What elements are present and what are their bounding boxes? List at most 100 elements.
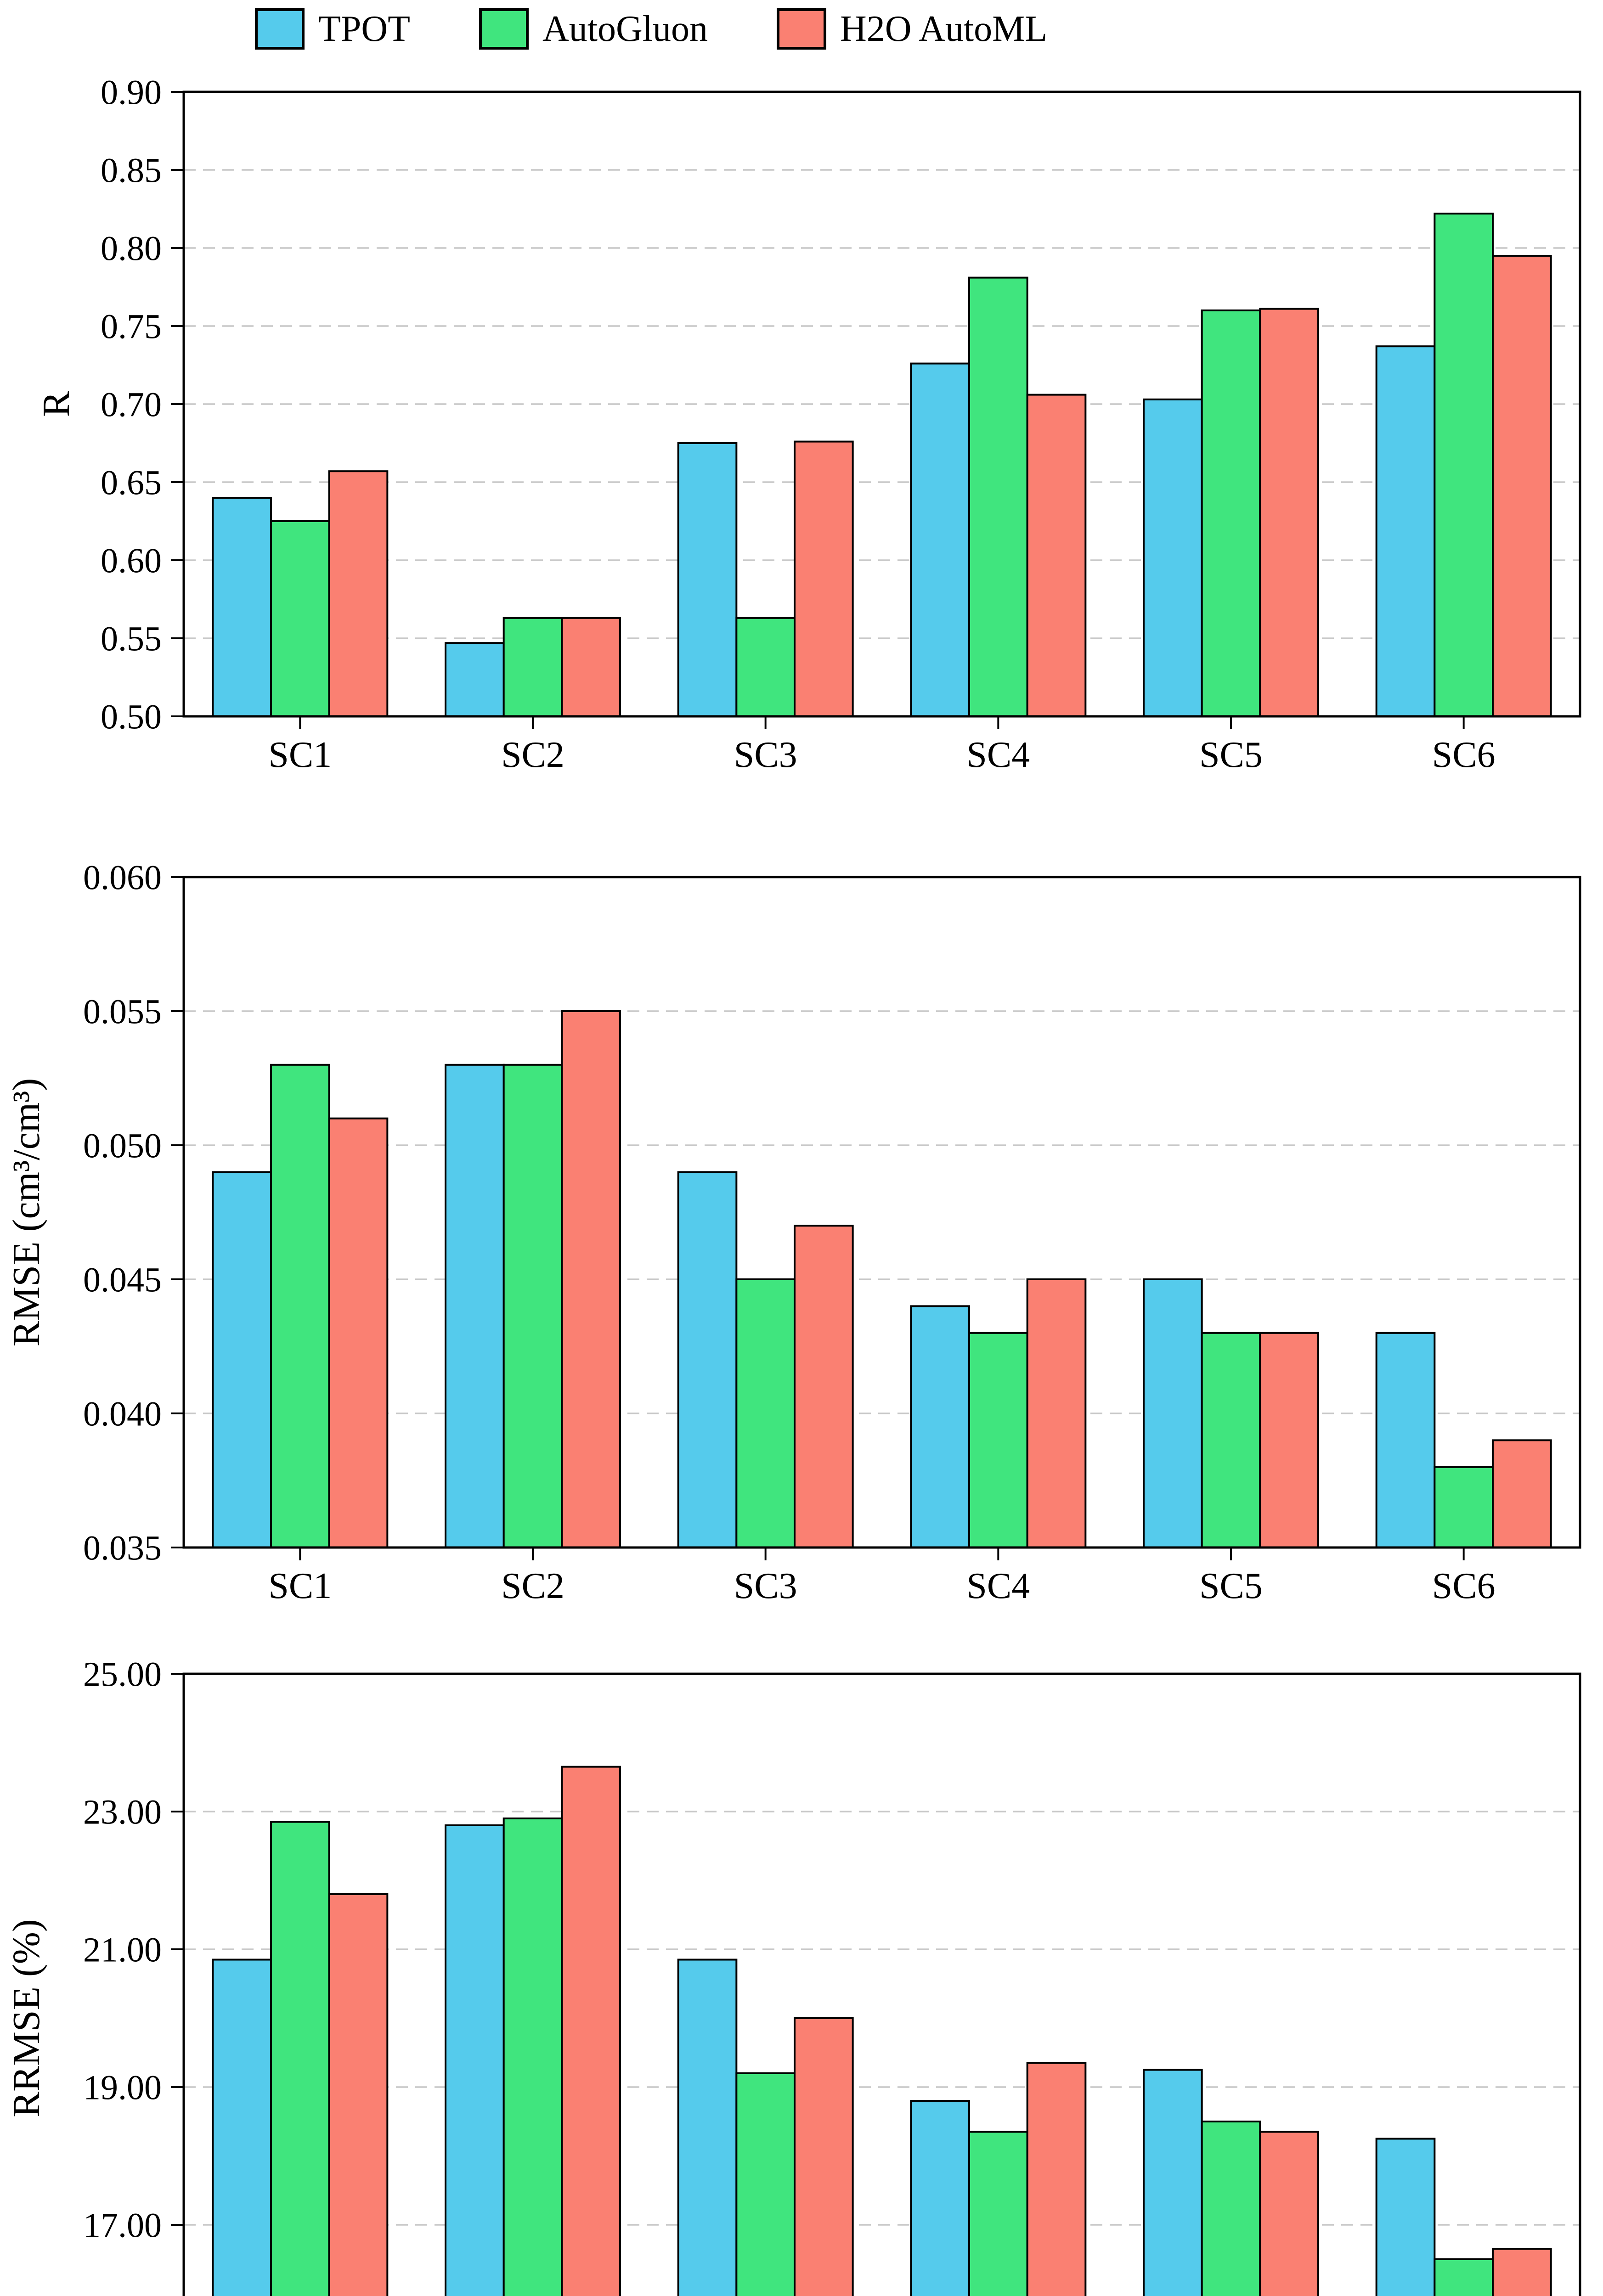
y-tick-label: 0.045 [83,1261,162,1300]
x-tick-label: SC1 [268,735,332,775]
bar-H2O AutoML-SC5 [1259,1332,1319,1549]
bar-AutoGluon-SC3 [735,2072,796,2296]
legend-label-tpot: TPOT [318,9,410,49]
legend-swatch-h2o-automl [777,8,826,50]
bar-H2O AutoML-SC6 [1492,2248,1552,2296]
y-tick-label: 0.70 [101,386,162,424]
y-axis-label: RMSE (cm³/cm³) [5,1078,48,1347]
bar-H2O AutoML-SC3 [794,2017,854,2296]
y-tick-label: 19.00 [83,2069,162,2107]
bar-AutoGluon-SC4 [968,1332,1028,1549]
y-tick-label: 0.60 [101,542,162,580]
x-tick-label: SC2 [501,1566,564,1603]
x-tick-label: SC1 [268,1566,332,1603]
bar-H2O AutoML-SC6 [1492,255,1552,717]
legend-item-h2o-automl: H2O AutoML [777,8,1047,50]
bar-H2O AutoML-SC2 [561,1010,621,1548]
bar-H2O AutoML-SC4 [1026,2062,1087,2296]
chart-rmse: SC1 SC2 SC3 SC4 SC5 SC6 0.060 0.055 0.050 0.045 0.… [0,794,1603,1603]
legend: TPOT AutoGluon H2O AutoML [255,8,1116,50]
plot-border [182,90,1581,718]
bar-TPOT-SC2 [445,642,505,717]
x-tick-label: SC6 [1432,1566,1496,1603]
chart-canvas: SC1 SC2 SC3 SC4 SC5 SC6 0.060 0.055 0.050 0.045 0.… [5,859,1581,1603]
x-tick-label: SC2 [501,735,564,775]
bar-TPOT-SC5 [1143,2069,1203,2296]
bar-TPOT-SC1 [212,1171,272,1548]
chart-canvas: SC1 SC2 SC3 SC4 SC5 SC6 0.90 0.85 0.80 0.75 0.70 0.… [35,73,1581,775]
y-tick-label: 17.00 [83,2206,162,2245]
bar-AutoGluon-SC6 [1434,213,1494,718]
x-tick-label: SC4 [966,1566,1030,1603]
x-tick-label: SC5 [1199,1566,1263,1603]
bar-AutoGluon-SC1 [270,1064,330,1548]
legend-swatch-tpot [255,8,305,50]
x-tick-label: SC5 [1199,735,1263,775]
bar-AutoGluon-SC3 [735,1278,796,1548]
x-tick-label: SC3 [734,735,797,775]
bar-AutoGluon-SC1 [270,1821,330,2296]
y-tick-label: 0.040 [83,1395,162,1434]
y-tick-label: 0.55 [101,620,162,658]
y-tick-label: 0.055 [83,993,162,1031]
bar-TPOT-SC6 [1375,2138,1436,2296]
bar-AutoGluon-SC2 [502,1818,563,2296]
y-tick-label: 21.00 [83,1931,162,1970]
bar-AutoGluon-SC5 [1201,1332,1261,1549]
legend-item-autogluon: AutoGluon [479,8,708,50]
bar-H2O AutoML-SC5 [1259,2131,1319,2296]
legend-label-h2o-automl: H2O AutoML [840,9,1048,49]
bar-TPOT-SC5 [1143,1278,1203,1548]
chart-r: SC1 SC2 SC3 SC4 SC5 SC6 0.90 0.85 0.80 0.75 0.70 0.… [0,0,1603,794]
bar-TPOT-SC6 [1375,345,1436,717]
bar-H2O AutoML-SC1 [328,1893,389,2296]
bar-AutoGluon-SC2 [502,617,563,718]
legend-swatch-autogluon [479,8,529,50]
y-tick-label: 0.050 [83,1127,162,1165]
y-tick-label: 0.80 [101,230,162,268]
bar-TPOT-SC4 [910,362,971,717]
bar-AutoGluon-SC4 [968,276,1028,717]
bar-AutoGluon-SC4 [968,2131,1028,2296]
plot-border [182,1672,1581,2296]
bar-H2O AutoML-SC1 [328,1117,389,1548]
x-tick-label: SC6 [1432,735,1496,775]
bar-AutoGluon-SC6 [1434,1466,1494,1549]
bar-AutoGluon-SC2 [502,1064,563,1548]
bar-H2O AutoML-SC3 [794,1225,854,1548]
x-tick-label: SC3 [734,1566,797,1603]
y-tick-label: 0.50 [101,698,162,737]
bar-TPOT-SC1 [212,497,272,717]
y-axis-label: R [35,391,78,417]
y-tick-label: 0.060 [83,859,162,897]
legend-item-tpot: TPOT [255,8,410,50]
y-tick-label: 23.00 [83,1793,162,1832]
bar-TPOT-SC6 [1375,1332,1436,1549]
bar-H2O AutoML-SC4 [1026,394,1087,717]
bar-TPOT-SC5 [1143,398,1203,717]
bar-H2O AutoML-SC2 [561,1766,621,2296]
bar-H2O AutoML-SC6 [1492,1439,1552,1549]
bar-TPOT-SC2 [445,1824,505,2296]
bar-AutoGluon-SC3 [735,617,796,718]
bar-AutoGluon-SC6 [1434,2258,1494,2296]
y-tick-label: 0.65 [101,464,162,502]
y-tick-label: 0.85 [101,152,162,190]
bar-TPOT-SC4 [910,1305,971,1548]
bar-TPOT-SC1 [212,1958,272,2296]
chart-canvas: SC1SC2SC3SC4SC5SC625.0023.0021.0019.0017… [5,1655,1581,2296]
bar-TPOT-SC3 [677,442,738,717]
y-tick-label: 0.75 [101,308,162,346]
bar-H2O AutoML-SC3 [794,440,854,717]
bar-TPOT-SC3 [677,1171,738,1548]
bar-AutoGluon-SC5 [1201,310,1261,717]
bar-TPOT-SC3 [677,1958,738,2296]
bar-H2O AutoML-SC4 [1026,1278,1087,1548]
y-axis-label: RRMSE (%) [5,1919,48,2117]
bar-AutoGluon-SC5 [1201,2121,1261,2296]
y-tick-label: 0.035 [83,1529,162,1568]
x-tick-label: SC4 [966,735,1030,775]
plot-border [182,876,1581,1549]
bar-H2O AutoML-SC5 [1259,308,1319,717]
legend-label-autogluon: AutoGluon [542,9,708,49]
